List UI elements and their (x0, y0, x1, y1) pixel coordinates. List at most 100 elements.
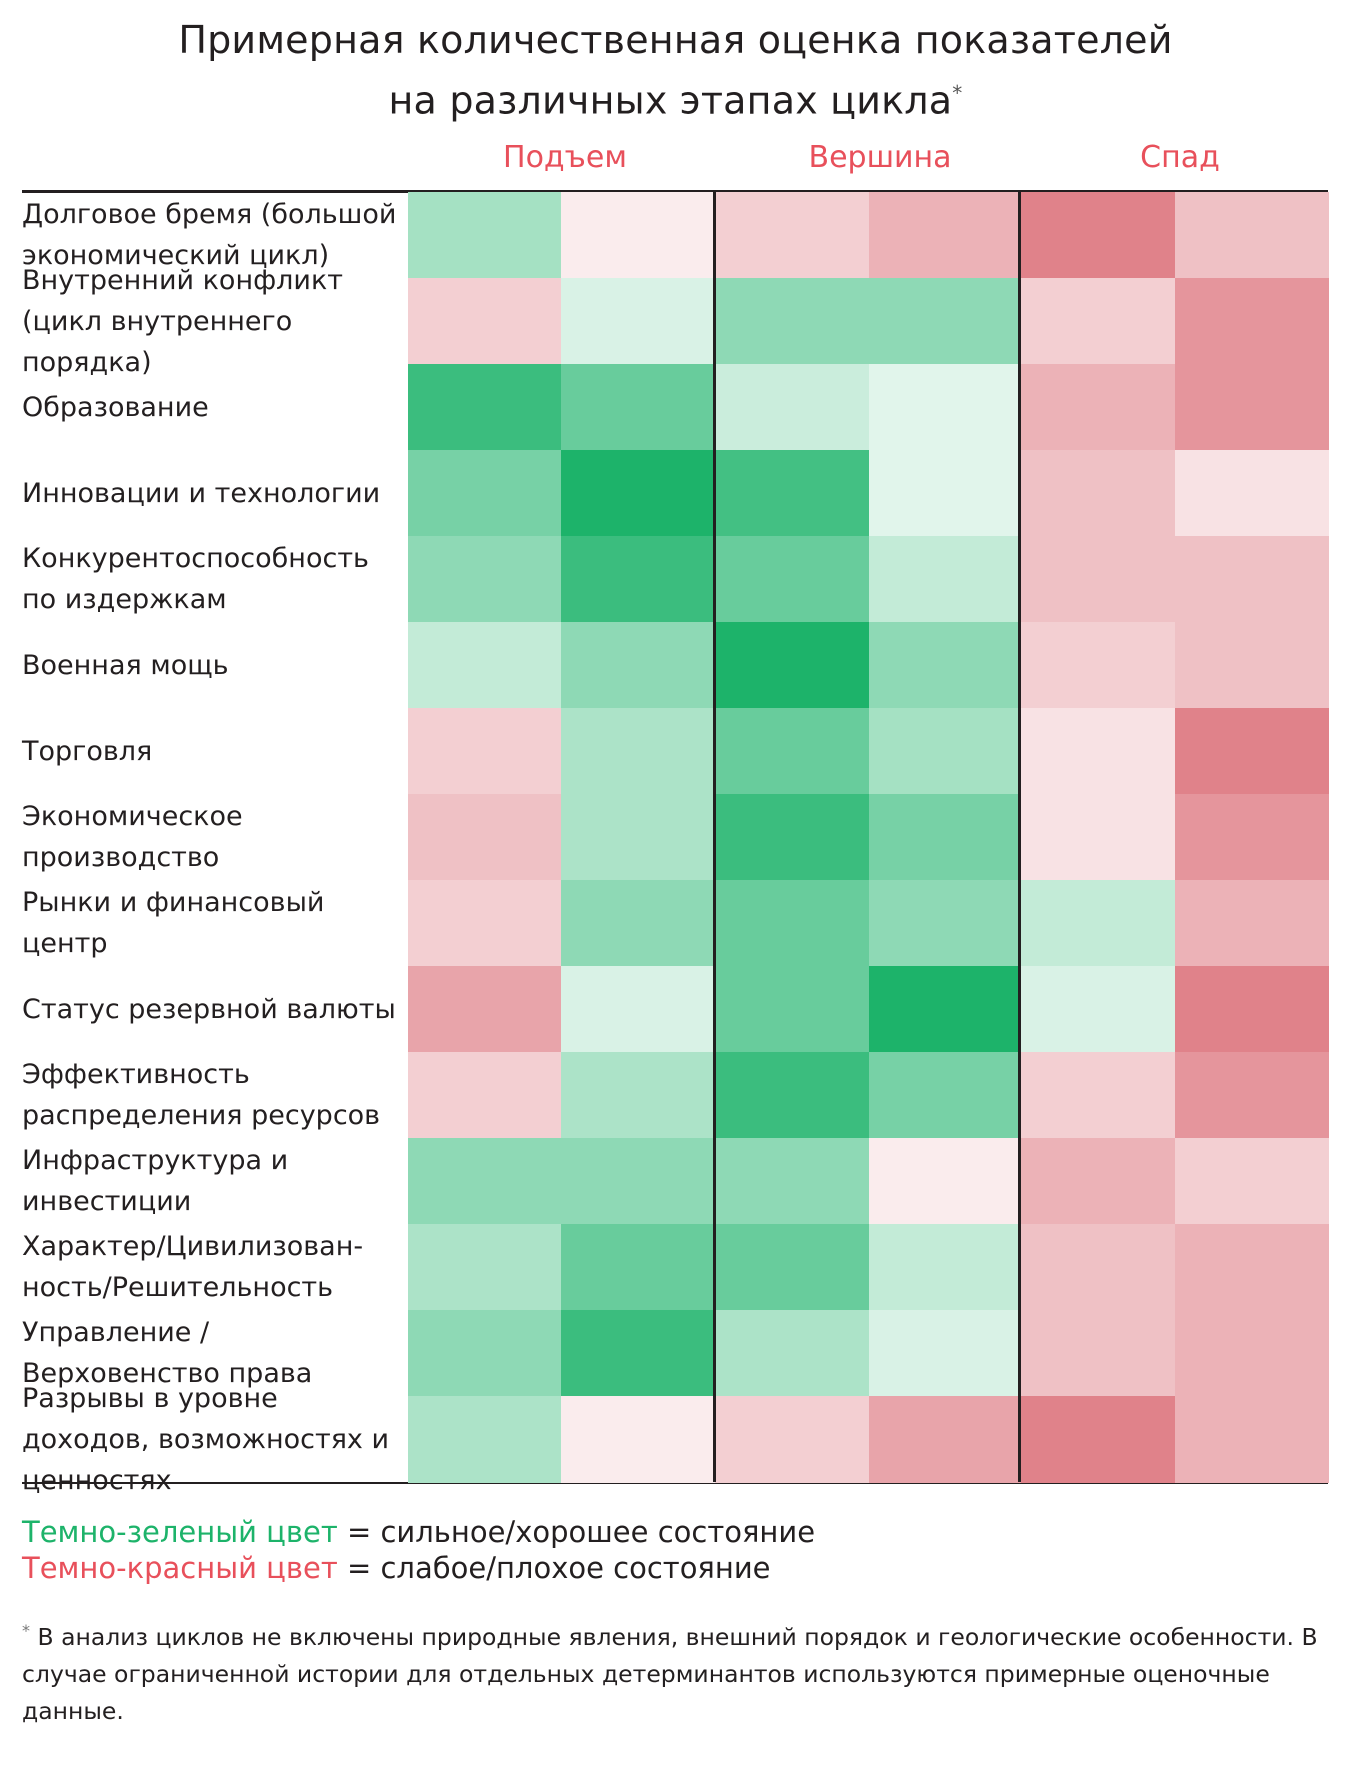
chart-title-line2: на различных этапах цикла* (0, 67, 1351, 128)
heatmap-cell (869, 278, 1023, 365)
heatmap-cell (1175, 966, 1329, 1053)
heatmap-cell (1175, 450, 1329, 537)
phase-label-peak: Вершина (808, 140, 952, 175)
heatmap-cell (408, 1052, 562, 1139)
heatmap-cell (408, 794, 562, 881)
heatmap-cell (869, 794, 1023, 881)
heatmap-cell (1021, 1138, 1175, 1225)
chart-title: Примерная количественная оценка показате… (0, 14, 1351, 128)
row-label: Долговое бремя (большой экономический ци… (22, 199, 397, 271)
heatmap-cell (869, 364, 1023, 451)
heatmap-cell (561, 536, 715, 623)
heatmap-cell (1021, 364, 1175, 451)
heatmap-cell (1175, 278, 1329, 365)
row-label: Внутренний конфликт (цикл внутреннего по… (22, 264, 344, 378)
heatmap-cell (1021, 708, 1175, 795)
heatmap-cell (408, 1310, 562, 1397)
heatmap-cell (715, 364, 869, 451)
heatmap-cell (715, 1310, 869, 1397)
heatmap-cell (1021, 794, 1175, 881)
legend-meaning-red: = слабое/плохое состояние (337, 1551, 771, 1585)
heatmap-cell (408, 1138, 562, 1225)
chart-title-line1: Примерная количественная оценка показате… (178, 18, 1173, 62)
heatmap-cell (869, 622, 1023, 709)
footnote-asterisk: * (22, 1621, 30, 1640)
heatmap-cell (869, 450, 1023, 537)
heatmap-cell (1021, 536, 1175, 623)
row-label: Образование (22, 391, 209, 423)
chart-title-line2-text: на различных этапах цикла (388, 78, 953, 123)
heatmap-cell (1021, 278, 1175, 365)
legend-term-green: Темно-зеленый цвет (22, 1515, 338, 1549)
legend-term-red: Темно-красный цвет (22, 1551, 338, 1585)
heatmap-cell (1021, 450, 1175, 537)
heatmap-cell (408, 708, 562, 795)
heatmap-cell (408, 450, 562, 537)
heatmap-cell (1021, 622, 1175, 709)
heatmap-cell (1175, 794, 1329, 881)
row-label: Инновации и технологии (22, 477, 381, 509)
heatmap-cell (1175, 880, 1329, 967)
legend-item-red: Темно-красный цвет = слабое/плохое состо… (22, 1550, 771, 1586)
heatmap-cell (561, 1396, 715, 1483)
heatmap-cell (561, 192, 715, 279)
heatmap-cell (561, 1052, 715, 1139)
heatmap-cell (1175, 708, 1329, 795)
row-label: Статус резервной валюты (22, 993, 396, 1025)
heatmap-cell (1021, 880, 1175, 967)
phase-divider-2 (1018, 192, 1021, 1482)
heatmap-cell (561, 1138, 715, 1225)
heatmap-cell (715, 1138, 869, 1225)
heatmap-cell (1021, 1310, 1175, 1397)
heatmap-cell (561, 364, 715, 451)
heatmap-cell (715, 536, 869, 623)
legend-meaning-green: = сильное/хорошее состояние (337, 1515, 816, 1549)
heatmap-cell (1021, 1052, 1175, 1139)
heatmap-cell (561, 794, 715, 881)
table-top-rule (22, 190, 1328, 193)
row-label: Разрывы в уровне доходов, возможностях и… (22, 1382, 390, 1496)
heatmap-cell (715, 278, 869, 365)
heatmap-cell (869, 966, 1023, 1053)
row-label: Инфраструктура и инвестиции (22, 1145, 289, 1217)
heatmap-cell (1175, 1310, 1329, 1397)
phase-label-decline: Спад (1140, 140, 1220, 175)
heatmap-cell (715, 708, 869, 795)
row-label: Управление / Верховенство права (22, 1317, 313, 1389)
heatmap-cell (408, 192, 562, 279)
heatmap-cell (869, 880, 1023, 967)
heatmap-cell (715, 966, 869, 1053)
heatmap-cell (1021, 966, 1175, 1053)
heatmap-cell (408, 278, 562, 365)
heatmap-cell (869, 708, 1023, 795)
row-label: Военная мощь (22, 649, 229, 681)
heatmap-cell (869, 536, 1023, 623)
heatmap-cell (561, 1224, 715, 1311)
heatmap-cell (869, 192, 1023, 279)
heatmap-cell (561, 1310, 715, 1397)
heatmap-cell (561, 278, 715, 365)
heatmap-cell (715, 1396, 869, 1483)
phase-divider-1 (713, 192, 716, 1482)
heatmap-cell (408, 364, 562, 451)
title-asterisk: * (952, 81, 963, 105)
heatmap-cell (1021, 1396, 1175, 1483)
heatmap-cell (561, 450, 715, 537)
heatmap-cell (561, 622, 715, 709)
heatmap-cell (1175, 192, 1329, 279)
footnote-text: В анализ циклов не включены природные яв… (22, 1622, 1318, 1725)
footnote: * В анализ циклов не включены природные … (22, 1612, 1332, 1730)
heatmap-cell (408, 966, 562, 1053)
heatmap-cell (869, 1396, 1023, 1483)
heatmap-cell (715, 450, 869, 537)
heatmap-cell (408, 1396, 562, 1483)
heatmap-cell (561, 966, 715, 1053)
heatmap-cell (715, 192, 869, 279)
row-label: Рынки и финансовый центр (22, 887, 325, 959)
row-label: Эффективность распределения ресурсов (22, 1059, 381, 1131)
heatmap-cell (1175, 622, 1329, 709)
heatmap-cell (561, 880, 715, 967)
heatmap-cell (1021, 1224, 1175, 1311)
row-label: Торговля (22, 735, 153, 767)
heatmap-cell (561, 708, 715, 795)
